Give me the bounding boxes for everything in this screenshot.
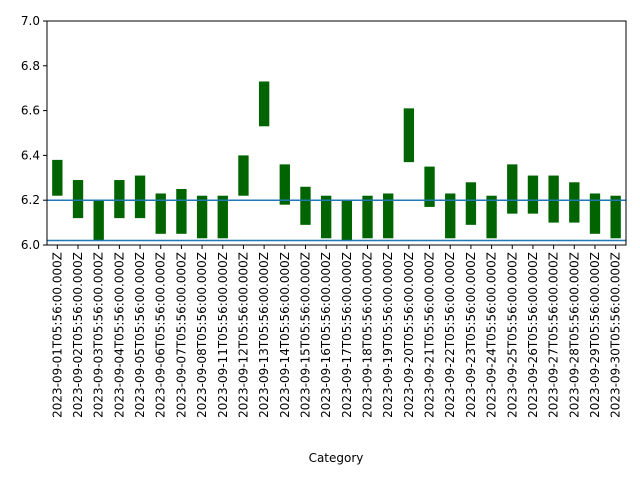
bars-group [52,81,621,241]
y-ticks-group: 6.0 6.2 6.4 6.6 6.8 7.0 [21,14,47,252]
x-tick-label: 2023-09-20T05:56:00.000Z [402,252,416,418]
y-tick-label: 6.4 [21,148,40,162]
bar [279,164,290,205]
reference-lines-group [47,199,626,242]
x-tick-label: 2023-09-05T05:56:00.000Z [133,252,147,418]
x-tick-label: 2023-09-19T05:56:00.000Z [381,252,395,418]
x-tick-label: 2023-09-21T05:56:00.000Z [423,252,437,418]
y-tick-label: 6.0 [21,238,40,252]
bar [527,175,539,214]
x-ticks-group: 2023-09-01T05:56:00.000Z 2023-09-02T05:56… [50,245,623,418]
bar [238,155,249,196]
bar [486,195,497,239]
bar [362,195,373,239]
bar [258,81,270,127]
x-tick-label: 2023-09-03T05:56:00.000Z [92,252,106,418]
bar [320,195,332,239]
y-tick-label: 6.8 [21,59,40,73]
bar [548,175,559,223]
bar [445,193,456,239]
x-tick-label: 2023-09-18T05:56:00.000Z [361,252,375,418]
x-tick-label: 2023-09-16T05:56:00.000Z [319,252,333,418]
x-tick-label: 2023-09-07T05:56:00.000Z [174,252,188,418]
x-axis-label: Category [309,451,364,465]
bar [52,159,63,196]
x-tick-label: 2023-09-08T05:56:00.000Z [195,252,209,418]
bar [424,166,435,207]
bar [93,200,104,241]
bar [383,193,394,239]
bar [569,182,580,223]
plot-frame [46,20,627,246]
bar [507,164,518,214]
x-tick-label: 2023-09-02T05:56:00.000Z [71,252,85,418]
bar [589,193,601,234]
bar [114,180,125,219]
x-tick-label: 2023-09-12T05:56:00.000Z [236,252,250,418]
bar [341,200,353,241]
x-tick-label: 2023-09-14T05:56:00.000Z [278,252,292,418]
bar [72,180,84,219]
x-tick-label: 2023-09-25T05:56:00.000Z [505,252,519,418]
y-tick-label: 7.0 [21,14,40,28]
bar [465,182,477,225]
y-tick-label: 6.2 [21,193,40,207]
x-tick-label: 2023-09-26T05:56:00.000Z [526,252,540,418]
x-tick-label: 2023-09-30T05:56:00.000Z [609,252,623,418]
bar [610,195,621,239]
x-tick-label: 2023-09-06T05:56:00.000Z [154,252,168,418]
bar [176,189,187,234]
x-tick-label: 2023-09-27T05:56:00.000Z [547,252,561,418]
x-tick-label: 2023-09-17T05:56:00.000Z [340,252,354,418]
bar [300,186,311,225]
bar [217,195,228,239]
bar [403,108,415,163]
y-tick-label: 6.6 [21,104,40,118]
x-tick-label: 2023-09-23T05:56:00.000Z [464,252,478,418]
x-tick-label: 2023-09-01T05:56:00.000Z [50,252,64,418]
x-tick-label: 2023-09-28T05:56:00.000Z [567,252,581,418]
bar [196,195,208,239]
bar [155,193,166,234]
x-tick-label: 2023-09-11T05:56:00.000Z [216,252,230,418]
axes-group [46,20,627,246]
x-tick-label: 2023-09-15T05:56:00.000Z [298,252,312,418]
x-tick-label: 2023-09-24T05:56:00.000Z [485,252,499,418]
x-tick-label: 2023-09-13T05:56:00.000Z [257,252,271,418]
x-tick-label: 2023-09-22T05:56:00.000Z [443,252,457,418]
x-tick-label: 2023-09-29T05:56:00.000Z [588,252,602,418]
x-tick-label: 2023-09-04T05:56:00.000Z [112,252,126,418]
bar [134,175,146,219]
